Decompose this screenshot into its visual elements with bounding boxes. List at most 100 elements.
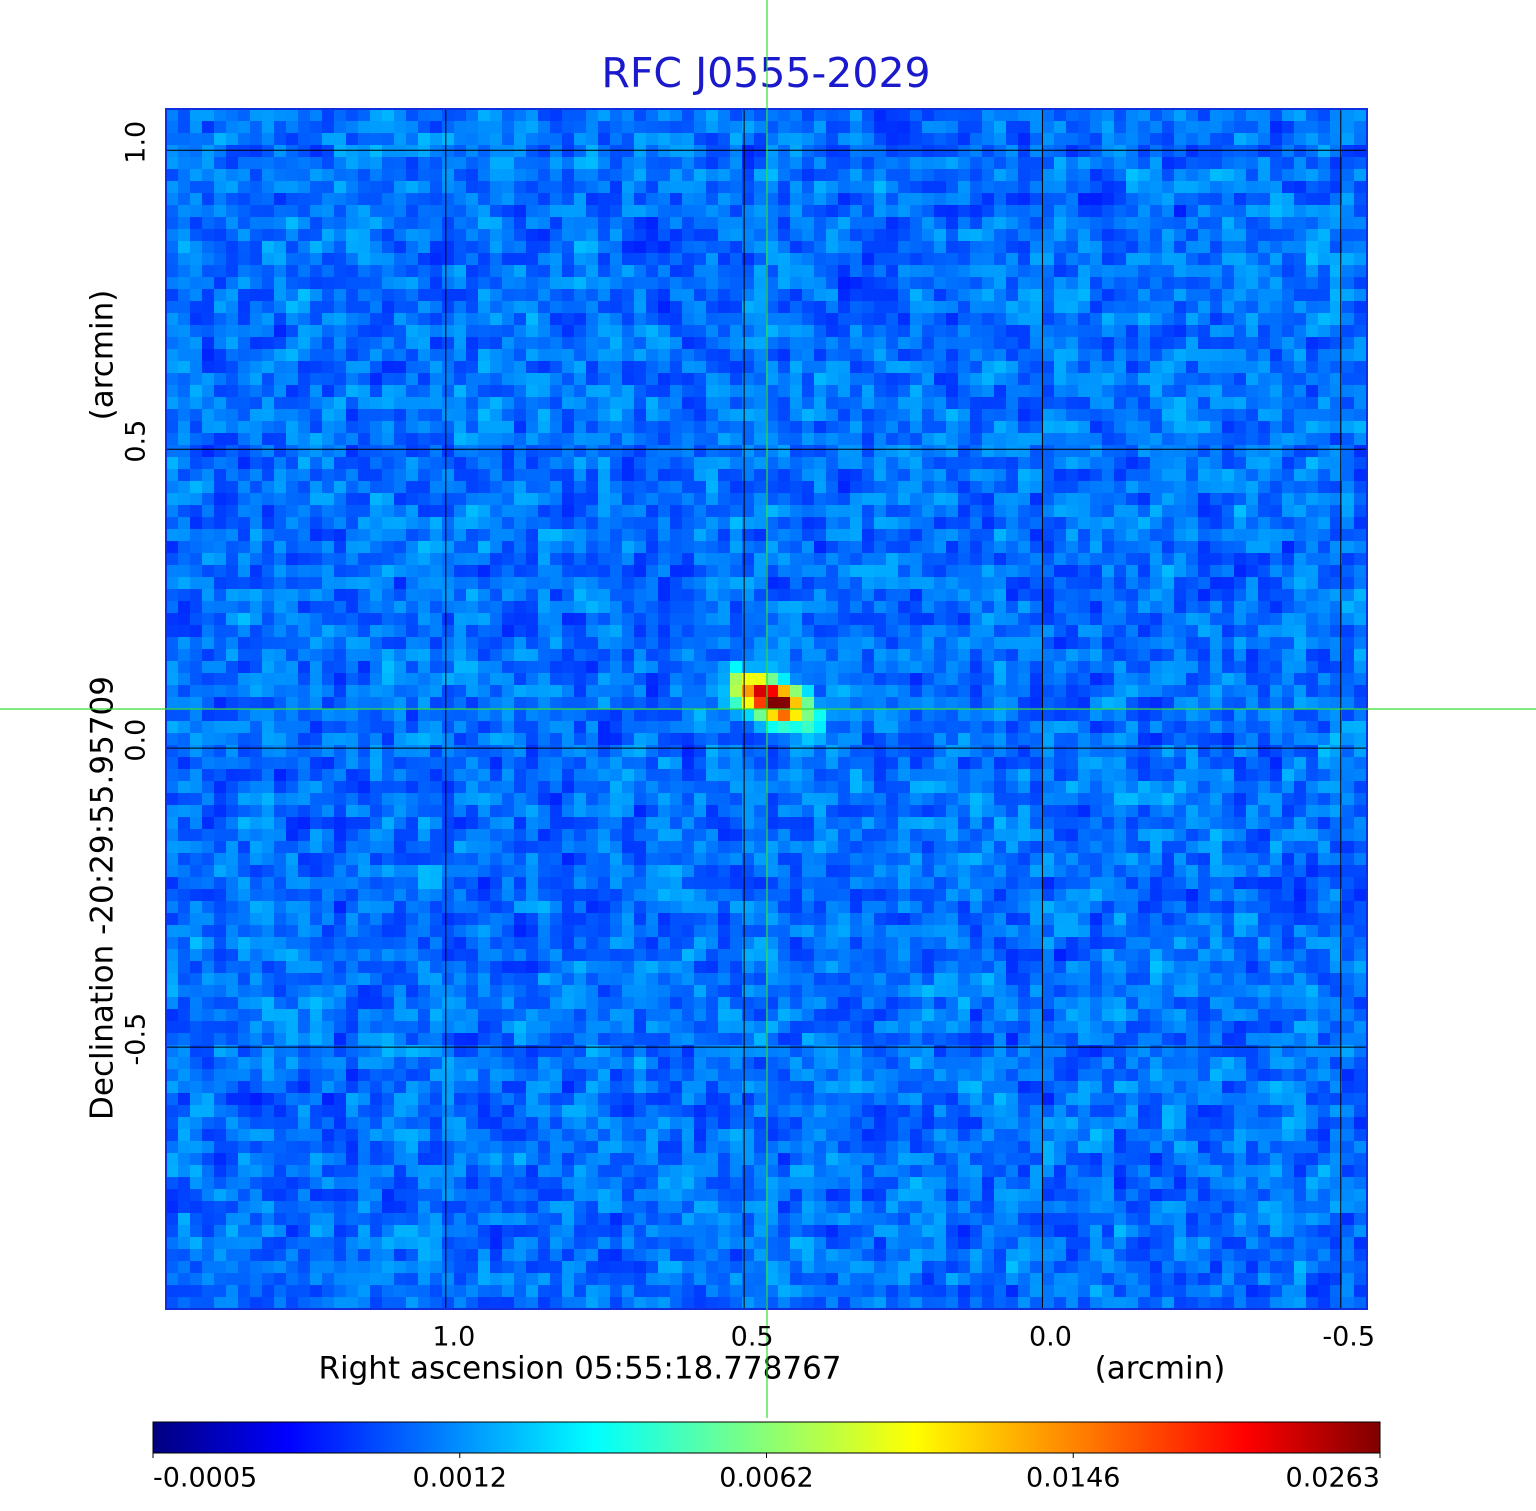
image-pixel [910, 361, 922, 373]
image-pixel [982, 277, 994, 289]
image-pixel [1282, 145, 1294, 157]
image-pixel [850, 313, 862, 325]
image-pixel [442, 361, 454, 373]
image-pixel [1210, 205, 1222, 217]
image-pixel [670, 469, 682, 481]
image-pixel [670, 565, 682, 577]
image-pixel [1282, 313, 1294, 325]
image-pixel [622, 337, 634, 349]
image-pixel [394, 529, 406, 541]
image-pixel [370, 601, 382, 613]
image-pixel [238, 673, 250, 685]
image-pixel [502, 133, 514, 145]
image-pixel [358, 577, 370, 589]
image-pixel [658, 397, 670, 409]
image-pixel [526, 445, 538, 457]
image-pixel [694, 349, 706, 361]
image-pixel [1030, 385, 1042, 397]
image-pixel [1078, 361, 1090, 373]
image-pixel [370, 409, 382, 421]
image-pixel [442, 433, 454, 445]
image-pixel [874, 445, 886, 457]
image-pixel [346, 697, 358, 709]
image-pixel [274, 685, 286, 697]
image-pixel [634, 181, 646, 193]
image-pixel [826, 289, 838, 301]
image-pixel [730, 529, 742, 541]
image-pixel [874, 529, 886, 541]
image-pixel [442, 673, 454, 685]
image-pixel [1114, 625, 1126, 637]
image-pixel [310, 121, 322, 133]
image-pixel [1174, 517, 1186, 529]
image-pixel [1294, 241, 1306, 253]
image-pixel [1282, 205, 1294, 217]
image-pixel [874, 229, 886, 241]
image-pixel [550, 661, 562, 673]
image-pixel [310, 193, 322, 205]
image-pixel [202, 637, 214, 649]
image-pixel [502, 157, 514, 169]
image-pixel [382, 253, 394, 265]
image-pixel [190, 325, 202, 337]
image-pixel [994, 625, 1006, 637]
image-pixel [526, 133, 538, 145]
image-pixel [682, 553, 694, 565]
image-pixel [250, 193, 262, 205]
image-pixel [418, 481, 430, 493]
image-pixel [646, 169, 658, 181]
image-pixel [802, 673, 814, 685]
image-pixel [1150, 493, 1162, 505]
image-pixel [1162, 181, 1174, 193]
image-pixel [646, 121, 658, 133]
image-pixel [430, 457, 442, 469]
image-pixel [778, 517, 790, 529]
image-pixel [1042, 505, 1054, 517]
image-pixel [886, 361, 898, 373]
image-pixel [1198, 265, 1210, 277]
image-pixel [178, 445, 190, 457]
image-pixel [982, 205, 994, 217]
image-pixel [1006, 217, 1018, 229]
image-pixel [250, 625, 262, 637]
image-pixel [418, 529, 430, 541]
image-pixel [982, 673, 994, 685]
image-pixel [874, 457, 886, 469]
image-pixel [1078, 541, 1090, 553]
image-pixel [610, 625, 622, 637]
image-pixel [382, 673, 394, 685]
image-pixel [1090, 457, 1102, 469]
image-pixel [418, 217, 430, 229]
image-pixel [994, 241, 1006, 253]
image-pixel [622, 685, 634, 697]
image-pixel [334, 205, 346, 217]
image-pixel [238, 133, 250, 145]
image-pixel [1330, 625, 1342, 637]
image-pixel [262, 637, 274, 649]
image-pixel [274, 577, 286, 589]
image-pixel [958, 301, 970, 313]
image-pixel [790, 361, 802, 373]
image-pixel [1234, 109, 1246, 121]
image-pixel [262, 397, 274, 409]
image-pixel [262, 337, 274, 349]
image-pixel [478, 349, 490, 361]
image-pixel [1222, 217, 1234, 229]
image-pixel [406, 229, 418, 241]
image-pixel [910, 169, 922, 181]
image-pixel [586, 325, 598, 337]
image-pixel [370, 253, 382, 265]
image-pixel [586, 649, 598, 661]
image-pixel [538, 625, 550, 637]
image-pixel [1162, 397, 1174, 409]
image-pixel [730, 577, 742, 589]
image-pixel [1282, 541, 1294, 553]
image-pixel [826, 145, 838, 157]
image-pixel [850, 685, 862, 697]
image-pixel [166, 121, 178, 133]
image-pixel [406, 361, 418, 373]
image-pixel [862, 145, 874, 157]
image-pixel [1090, 469, 1102, 481]
image-pixel [1210, 541, 1222, 553]
image-pixel [274, 637, 286, 649]
